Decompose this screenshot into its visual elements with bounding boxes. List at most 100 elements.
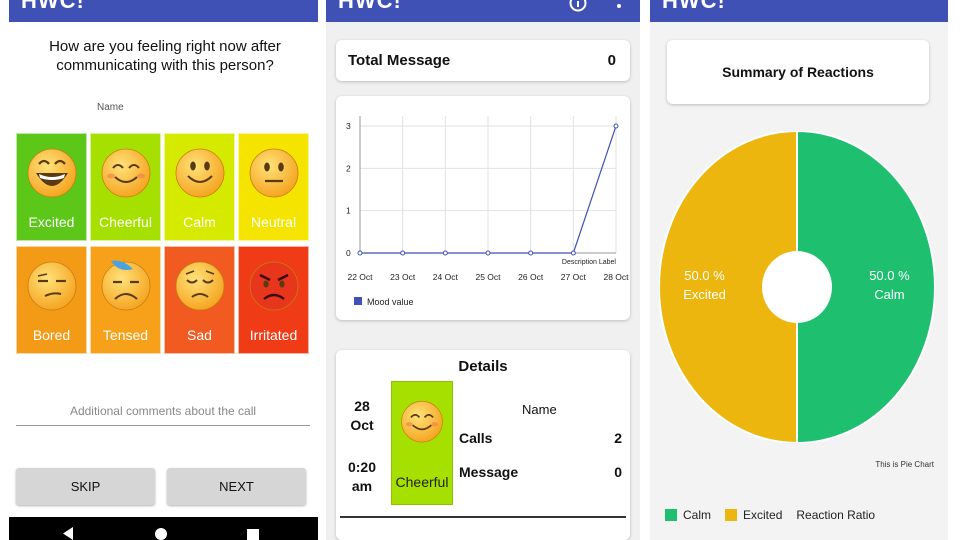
mood-chart-card: 22 Oct 23 Oct 24 Oct 25 Oct 26 Oct 27 Oct 28 O… <box>336 96 630 320</box>
pie-slice-label: 50.0 % Calm <box>849 266 929 304</box>
mood-entry-screen: HWC! How are you feeling right now after… <box>9 0 318 540</box>
legend-label: Mood value <box>367 297 414 307</box>
app-bar: HWC! <box>9 0 318 22</box>
slice-percent: 50.0 % <box>869 268 910 283</box>
pie-svg <box>658 129 936 445</box>
cheerful-face-icon <box>101 148 151 198</box>
contact-stats-screen: HWC! Total Message 0 22 Oct 23 Oct 24 Oct 2… <box>326 0 640 540</box>
x-tick-label: 25 Oct <box>475 272 501 282</box>
summary-title: Summary of Reactions <box>667 40 929 104</box>
details-card: Details 28 Oct 0:20 am Cheerful Name Cal… <box>336 350 630 540</box>
mood-option-label: Excited <box>28 214 75 230</box>
x-tick-label: 27 Oct <box>561 272 587 282</box>
home-icon[interactable] <box>154 527 168 540</box>
mood-option-bored[interactable]: Bored <box>16 246 87 354</box>
next-button[interactable]: NEXT <box>167 468 306 505</box>
message-row: Message 0 <box>459 464 622 480</box>
slice-name: Excited <box>683 287 726 302</box>
data-point <box>613 123 619 129</box>
app-bar: HWC! <box>326 0 640 22</box>
recents-icon[interactable] <box>247 529 259 540</box>
calls-label: Calls <box>459 430 493 446</box>
mood-grid: Excited Cheerful Calm Neutral Bored Tensed Sad… <box>16 133 310 355</box>
donut-hole <box>762 251 832 323</box>
comments-input[interactable]: Additional comments about the call <box>16 402 310 426</box>
detail-mood-label: Cheerful <box>395 474 449 490</box>
calm-face-icon <box>175 148 225 198</box>
x-tick-label: 23 Oct <box>390 272 416 282</box>
details-title: Details <box>458 358 508 375</box>
skip-button[interactable]: SKIP <box>16 468 155 505</box>
message-value: 0 <box>614 464 622 480</box>
app-title: HWC! <box>338 0 402 13</box>
info-icon[interactable] <box>569 0 587 12</box>
mood-option-calm[interactable]: Calm <box>164 133 235 241</box>
mood-option-label: Calm <box>183 214 216 230</box>
pie-legend: Calm Excited Reaction Ratio <box>665 508 875 522</box>
mood-option-label: Cheerful <box>99 214 152 230</box>
mood-option-tensed[interactable]: Tensed <box>90 246 161 354</box>
sad-face-icon <box>175 261 225 311</box>
legend-item-calm: Calm <box>665 508 711 522</box>
mood-option-label: Irritated <box>249 327 298 343</box>
legend-swatch <box>665 509 677 521</box>
mood-option-label: Bored <box>32 327 71 343</box>
y-tick-label: 1 <box>346 206 351 216</box>
date-day: 28 <box>354 398 370 414</box>
legend-swatch <box>354 297 362 305</box>
back-icon[interactable] <box>61 527 75 540</box>
data-point <box>442 250 448 256</box>
cheerful-face-icon <box>401 400 443 443</box>
contact-name-label: Name <box>97 102 124 113</box>
total-message-label: Total Message <box>348 52 451 69</box>
mood-option-excited[interactable]: Excited <box>16 133 87 241</box>
chart-description: Description Label <box>562 259 617 266</box>
reaction-summary-screen: HWC! Summary of Reactions 50.0 % Calm 50.0… <box>650 0 948 540</box>
legend-label: Calm <box>683 508 712 522</box>
contact-name: Name <box>522 402 557 417</box>
more-options-icon[interactable] <box>610 0 628 12</box>
app-title: HWC! <box>662 0 726 13</box>
excited-face-icon <box>27 148 77 198</box>
mood-option-neutral[interactable]: Neutral <box>238 133 309 241</box>
mood-option-cheerful[interactable]: Cheerful <box>90 133 161 241</box>
x-tick-label: 22 Oct <box>347 272 373 282</box>
slice-name: Calm <box>874 287 905 302</box>
system-nav-bar <box>9 517 318 540</box>
list-divider <box>340 516 626 518</box>
x-tick-label: 28 Oct <box>603 272 629 282</box>
date-month: Oct <box>350 417 374 433</box>
mood-question: How are you feeling right now after comm… <box>49 38 281 74</box>
bored-face-icon <box>27 261 77 311</box>
total-message-value: 0 <box>607 52 616 69</box>
x-tick-label: 26 Oct <box>518 272 544 282</box>
detail-mood-tile: Cheerful <box>391 381 453 505</box>
tensed-face-icon <box>101 260 151 311</box>
mood-option-label: Sad <box>187 327 212 343</box>
pie-description: This is Pie Chart <box>875 460 934 469</box>
x-tick-label: 24 Oct <box>433 272 459 282</box>
mood-option-sad[interactable]: Sad <box>164 246 235 354</box>
app-bar: HWC! <box>650 0 948 22</box>
legend-label: Excited <box>743 508 783 522</box>
mood-option-irritated[interactable]: Irritated <box>238 246 309 354</box>
mood-line-chart: 22 Oct 23 Oct 24 Oct 25 Oct 26 Oct 27 Oct 28 O… <box>346 116 629 307</box>
time-value: 0:20 <box>347 459 377 475</box>
reaction-ratio-label: Reaction Ratio <box>796 508 876 522</box>
data-point <box>570 250 576 256</box>
pie-slice-excited[interactable] <box>658 129 798 445</box>
reaction-pie-chart: 50.0 % Calm 50.0 % Excited <box>658 129 936 445</box>
legend-swatch <box>725 509 738 521</box>
pie-slice-label: 50.0 % Excited <box>665 266 745 304</box>
y-tick-label: 0 <box>346 248 351 258</box>
irritated-face-icon <box>249 261 299 311</box>
data-point <box>357 250 363 256</box>
data-point <box>485 250 491 256</box>
neutral-face-icon <box>249 148 299 198</box>
calls-value: 2 <box>614 430 622 446</box>
app-title: HWC! <box>21 0 85 13</box>
data-point <box>400 250 406 256</box>
data-point <box>528 250 534 256</box>
y-tick-label: 3 <box>346 121 351 131</box>
slice-percent: 50.0 % <box>684 268 725 283</box>
